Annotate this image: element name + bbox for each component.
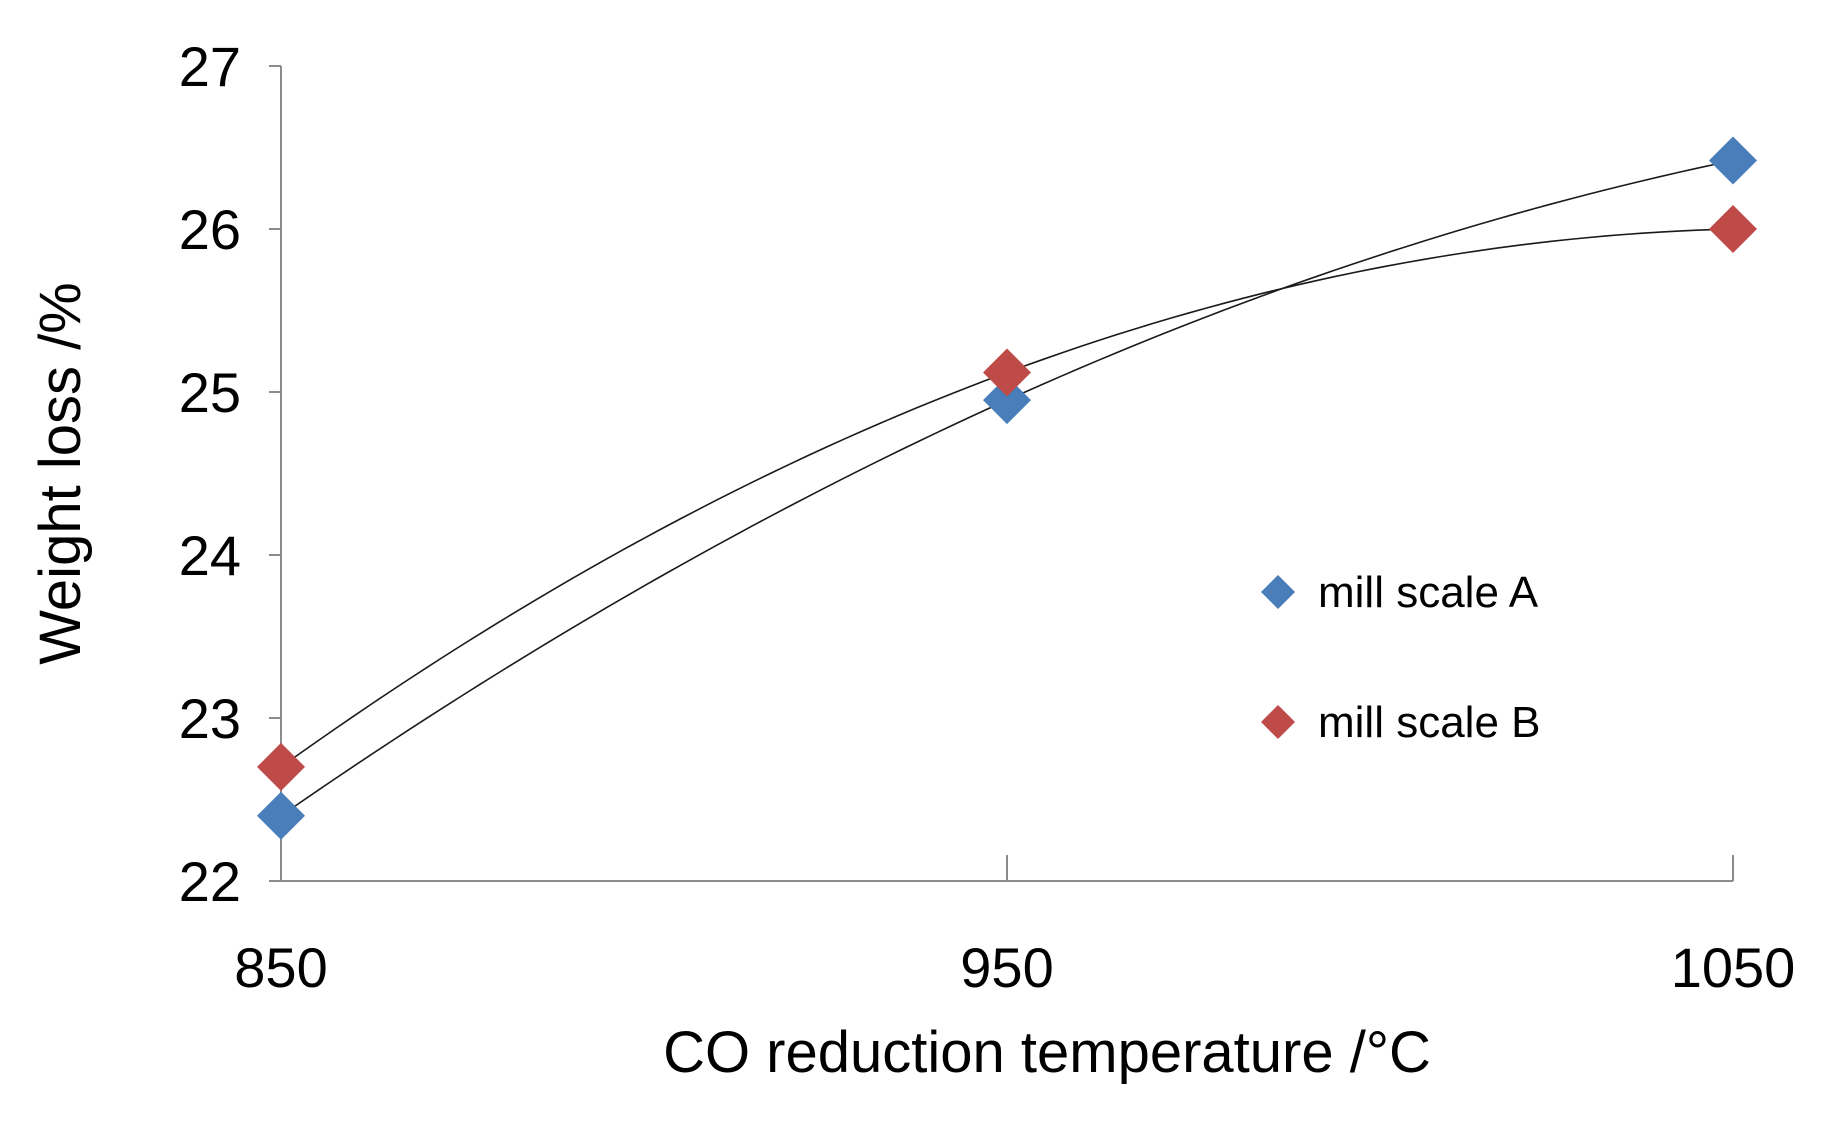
x-axis-title: CO reduction temperature /°C [663, 1020, 1431, 1085]
axes [280, 66, 1733, 882]
y-axis-title: Weight loss /% [28, 282, 93, 665]
legend: mill scale A mill scale B [1261, 568, 1541, 747]
data-points [257, 136, 1757, 840]
data-point-series-2 [257, 742, 305, 791]
y-tick-label: 27 [179, 35, 241, 98]
x-tick-label: 950 [960, 936, 1053, 999]
x-tick-label: 1050 [1671, 936, 1796, 999]
data-point-series-2 [1709, 205, 1757, 253]
data-point-series-1 [983, 376, 1031, 425]
legend-label: mill scale B [1318, 698, 1541, 747]
y-tick-label: 26 [179, 198, 241, 261]
y-tick-label: 25 [179, 361, 241, 424]
y-tick-label: 23 [179, 687, 241, 750]
y-tick-label: 24 [179, 524, 241, 587]
legend-marker [1261, 705, 1295, 739]
data-point-series-2 [983, 348, 1031, 397]
trendline-series-2 [280, 228, 1734, 768]
data-point-series-1 [257, 791, 305, 840]
legend-marker [1261, 575, 1295, 609]
data-point-series-1 [1709, 136, 1757, 185]
y-axis-ticks: 22 23 24 25 26 27 [179, 35, 281, 913]
legend-label: mill scale A [1318, 568, 1539, 617]
y-tick-label: 22 [179, 850, 241, 913]
x-axis-ticks: 850 950 1050 [234, 855, 1795, 999]
x-tick-label: 850 [234, 936, 327, 999]
